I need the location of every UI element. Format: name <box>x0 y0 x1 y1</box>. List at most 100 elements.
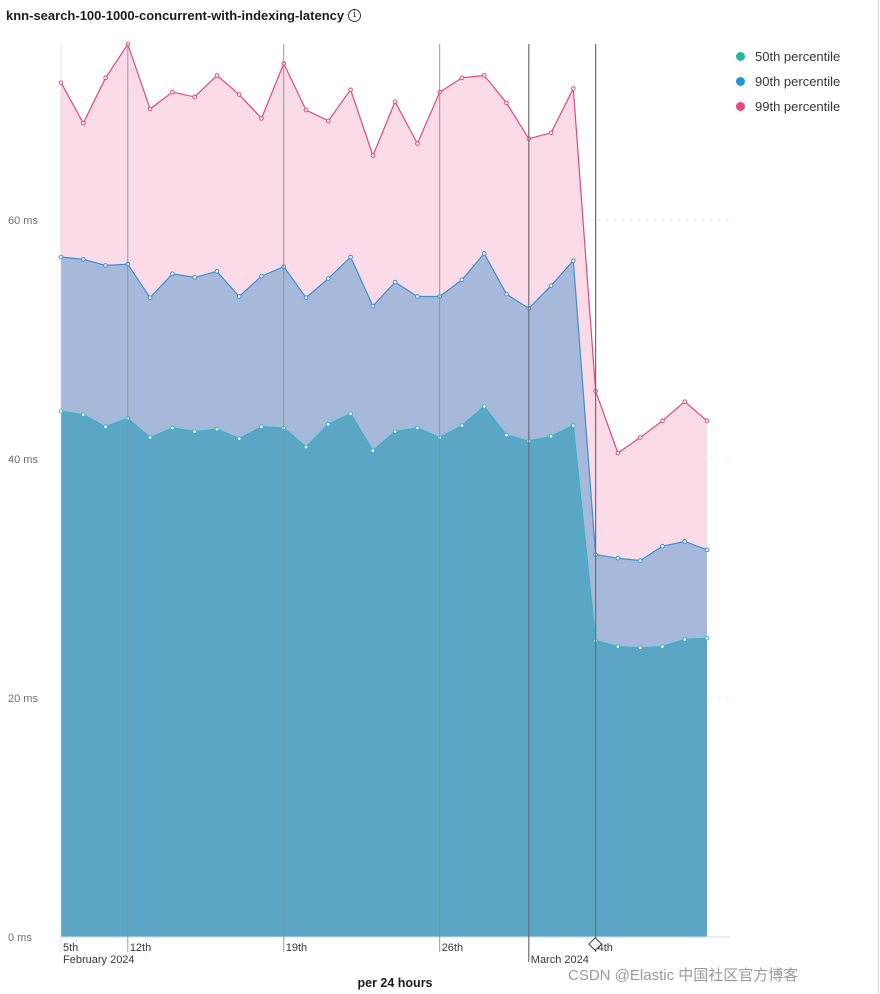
legend-label: 90th percentile <box>755 74 841 89</box>
data-point <box>259 273 264 279</box>
data-point <box>415 294 420 299</box>
data-point <box>704 635 710 641</box>
data-point <box>80 120 86 126</box>
data-point <box>704 547 710 553</box>
legend-dot-icon <box>736 52 745 61</box>
data-point <box>259 116 264 121</box>
data-point <box>660 644 665 649</box>
data-point <box>303 295 309 300</box>
y-tick-label: 20 ms <box>8 693 38 705</box>
data-point <box>660 543 665 549</box>
data-point <box>348 411 353 416</box>
data-point <box>348 87 353 93</box>
data-point <box>303 444 309 450</box>
data-point <box>459 277 465 283</box>
data-point <box>192 94 197 100</box>
data-point <box>571 258 576 263</box>
x-axis-title: per 24 hours <box>357 976 432 990</box>
panel-border <box>878 0 879 994</box>
data-point <box>147 435 153 440</box>
data-point <box>415 425 420 431</box>
data-point <box>637 558 643 563</box>
y-tick-label: 0 ms <box>8 932 32 944</box>
data-point <box>392 99 398 104</box>
data-point <box>236 92 242 97</box>
legend-item-50th[interactable]: 50th percentile <box>736 44 840 69</box>
data-point <box>80 412 86 418</box>
x-tick-sublabel: February 2024 <box>63 954 135 966</box>
legend: 50th percentile 90th percentile 99th per… <box>736 44 840 119</box>
data-point <box>170 271 175 277</box>
data-point <box>103 424 108 430</box>
data-point <box>392 279 398 285</box>
data-point <box>660 418 665 424</box>
data-point <box>370 153 376 158</box>
data-point <box>348 254 353 260</box>
line-90th-percentile <box>60 252 708 562</box>
data-point <box>326 422 331 427</box>
data-point <box>459 75 465 81</box>
data-point <box>170 89 175 95</box>
x-tick-label: 19th <box>286 942 307 954</box>
x-tick-label: 26th <box>442 942 463 954</box>
data-point <box>170 425 175 431</box>
data-point <box>214 73 220 78</box>
legend-label: 50th percentile <box>755 49 841 64</box>
x-tick-label: 12th <box>130 942 151 954</box>
data-point <box>637 435 643 440</box>
data-point <box>615 644 621 649</box>
data-point <box>504 432 509 438</box>
annotation-marker-icon <box>588 937 603 952</box>
data-point <box>682 637 688 642</box>
data-point <box>103 263 108 268</box>
data-point <box>481 73 487 78</box>
data-point <box>370 448 376 453</box>
data-point <box>415 141 420 146</box>
area-50th-percentile <box>61 406 707 937</box>
data-point <box>370 303 376 309</box>
data-point <box>571 423 576 428</box>
line-50th-percentile <box>60 405 708 649</box>
watermark: CSDN @Elastic 中国社区官方博客 <box>568 967 799 984</box>
data-point <box>459 423 465 428</box>
legend-item-90th[interactable]: 90th percentile <box>736 69 840 94</box>
data-point <box>548 283 554 289</box>
data-point <box>637 645 643 651</box>
data-point <box>504 100 509 106</box>
data-point <box>326 118 331 124</box>
legend-item-99th[interactable]: 99th percentile <box>736 94 840 119</box>
data-point <box>481 404 487 409</box>
data-point <box>192 429 197 434</box>
data-point <box>504 291 509 297</box>
chart-title-text: knn-search-100-1000-concurrent-with-inde… <box>6 8 345 23</box>
legend-label: 99th percentile <box>755 99 841 114</box>
data-point <box>80 257 86 262</box>
data-point <box>326 276 331 281</box>
data-point <box>303 107 309 113</box>
data-point <box>571 86 576 91</box>
data-point <box>192 275 197 280</box>
data-point <box>704 418 710 424</box>
x-tick-label: 5th <box>63 942 78 954</box>
data-point <box>392 429 398 434</box>
data-point <box>214 426 220 432</box>
data-point <box>548 433 554 439</box>
data-point <box>236 436 242 441</box>
legend-dot-icon <box>736 102 745 111</box>
data-point <box>481 251 487 256</box>
y-tick-label: 60 ms <box>8 215 38 227</box>
x-tick-sublabel: March 2024 <box>531 954 589 966</box>
data-point <box>615 450 621 456</box>
chart-title: knn-search-100-1000-concurrent-with-inde… <box>6 8 362 23</box>
data-point <box>236 294 242 299</box>
data-point <box>615 555 621 561</box>
data-point <box>103 75 108 81</box>
data-point <box>259 424 264 430</box>
data-point <box>548 130 554 136</box>
line-99th-percentile <box>60 42 708 454</box>
info-icon[interactable]: i <box>348 9 362 22</box>
data-point <box>682 539 688 544</box>
data-point <box>682 399 688 404</box>
data-point <box>214 269 220 274</box>
